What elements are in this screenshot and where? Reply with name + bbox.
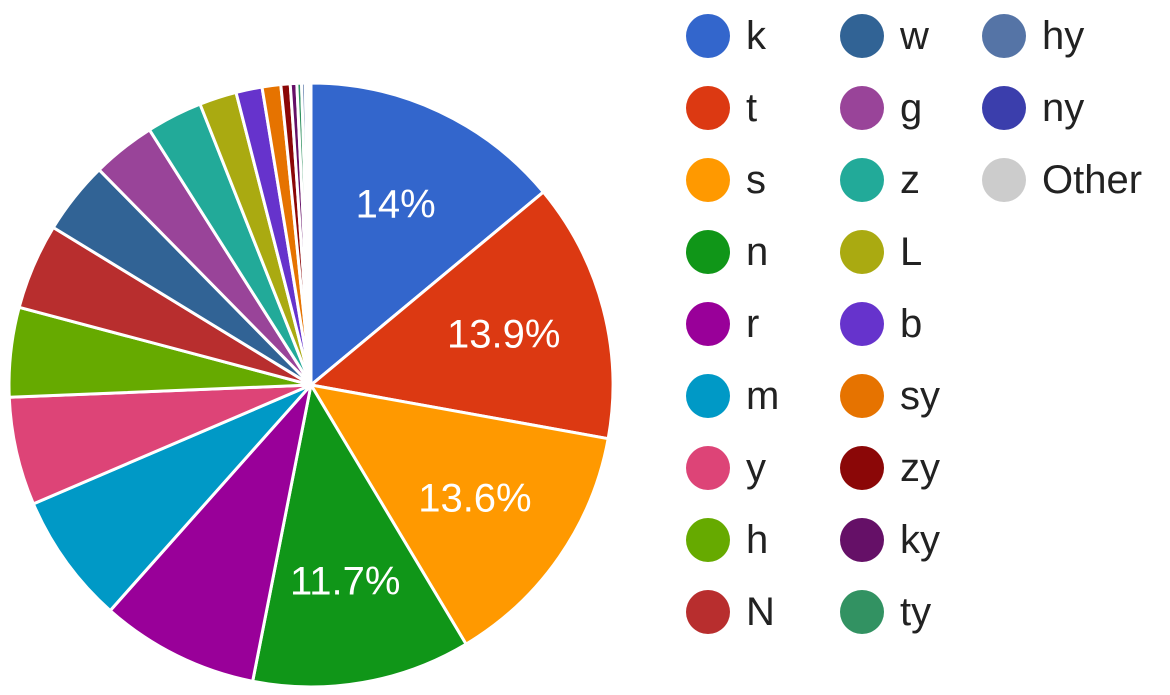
pie-slice-k[interactable]	[309, 81, 545, 387]
legend-label-h: h	[746, 518, 768, 562]
legend-item-r[interactable]: r	[686, 302, 759, 346]
legend-item-sy[interactable]: sy	[840, 374, 940, 418]
legend-swatch-b	[840, 302, 884, 346]
legend-item-Other[interactable]: Other	[982, 158, 1142, 202]
legend-item-g[interactable]: g	[840, 86, 922, 130]
legend-label-zy: zy	[900, 446, 940, 490]
legend-item-zy[interactable]: zy	[840, 446, 940, 490]
legend-item-s[interactable]: s	[686, 158, 766, 202]
legend-item-m[interactable]: m	[686, 374, 779, 418]
pie-slice-n[interactable]	[251, 383, 468, 689]
pie-slice-labels: 14% 13.9% 13.6% 11.7%	[290, 183, 561, 604]
slice-value-label-n: 11.7%	[290, 559, 400, 603]
slice-value-label-s: 13.6%	[418, 476, 531, 520]
legend-label-s: s	[746, 158, 766, 202]
legend-label-sy: sy	[900, 374, 940, 418]
pie-slice-Other[interactable]	[306, 81, 313, 387]
legend-label-N: N	[746, 590, 775, 634]
legend-label-t: t	[746, 86, 757, 130]
legend-item-ky[interactable]: ky	[840, 518, 940, 562]
legend-swatch-Other	[982, 158, 1026, 202]
legend-swatch-ty	[840, 590, 884, 634]
legend-item-k[interactable]: k	[686, 14, 767, 58]
legend-label-g: g	[900, 86, 922, 130]
legend-item-y[interactable]: y	[686, 446, 766, 490]
pie-slice-m[interactable]	[31, 383, 313, 613]
legend-label-Other: Other	[1042, 158, 1142, 202]
legend-item-t[interactable]: t	[686, 86, 757, 130]
legend-item-ny[interactable]: ny	[982, 86, 1084, 130]
legend-swatch-hy	[982, 14, 1026, 58]
legend-swatch-z	[840, 158, 884, 202]
legend-swatch-ny	[982, 86, 1026, 130]
legend-label-ny: ny	[1042, 86, 1084, 130]
pie-slice-s[interactable]	[309, 383, 610, 646]
legend-label-L: L	[900, 230, 922, 274]
legend-label-hy: hy	[1042, 14, 1084, 58]
legend-swatch-L	[840, 230, 884, 274]
legend-swatch-N	[686, 590, 730, 634]
legend-label-k: k	[746, 14, 767, 58]
pie-slice-r[interactable]	[108, 383, 313, 683]
legend-label-ty: ty	[900, 590, 931, 634]
legend-swatch-t	[686, 86, 730, 130]
legend-item-L[interactable]: L	[840, 230, 922, 274]
legend-item-z[interactable]: z	[840, 158, 920, 202]
legend-swatch-h	[686, 518, 730, 562]
legend-swatch-sy	[840, 374, 884, 418]
legend-label-y: y	[746, 446, 766, 490]
legend-swatch-g	[840, 86, 884, 130]
legend-item-N[interactable]: N	[686, 590, 775, 634]
legend-item-n[interactable]: n	[686, 230, 768, 274]
legend-item-h[interactable]: h	[686, 518, 768, 562]
legend-swatch-ky	[840, 518, 884, 562]
legend-swatch-zy	[840, 446, 884, 490]
slice-value-label-k: 14%	[356, 183, 436, 227]
legend-label-m: m	[746, 374, 779, 418]
pie-slices	[7, 81, 615, 689]
slice-value-label-t: 13.9%	[447, 312, 560, 356]
legend-label-n: n	[746, 230, 768, 274]
legend-swatch-w	[840, 14, 884, 58]
legend-label-ky: ky	[900, 518, 940, 562]
legend-item-b[interactable]: b	[840, 302, 922, 346]
legend-label-w: w	[899, 14, 929, 58]
pie-slice-t[interactable]	[309, 190, 615, 441]
legend-item-hy[interactable]: hy	[982, 14, 1084, 58]
legend-label-r: r	[746, 302, 759, 346]
legend-item-w[interactable]: w	[840, 14, 929, 58]
legend-swatch-y	[686, 446, 730, 490]
legend-swatch-m	[686, 374, 730, 418]
legend-swatch-k	[686, 14, 730, 58]
legend-label-z: z	[900, 158, 920, 202]
legend-swatch-s	[686, 158, 730, 202]
legend-item-ty[interactable]: ty	[840, 590, 931, 634]
legend-swatch-n	[686, 230, 730, 274]
legend-swatch-r	[686, 302, 730, 346]
legend-label-b: b	[900, 302, 922, 346]
